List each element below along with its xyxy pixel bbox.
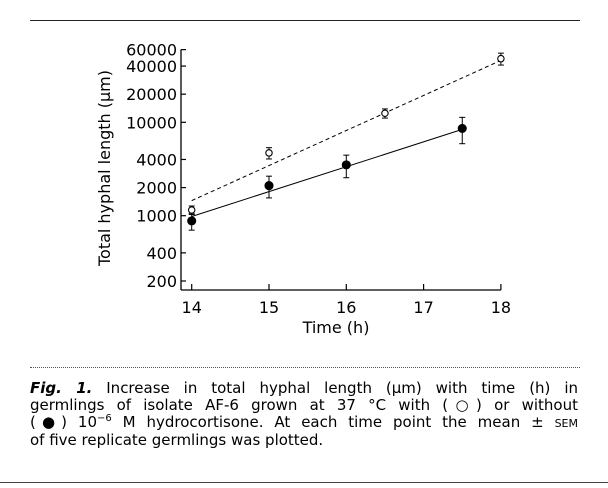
axes	[180, 49, 501, 291]
y-axis-label: Total hyphal length (µm)	[95, 70, 114, 267]
caption-text: M hydrocortisone. At each time point the…	[111, 413, 555, 431]
y-tick-label: 60000	[126, 41, 177, 60]
y-tick-label: 200	[146, 272, 177, 291]
bottom-rule	[0, 482, 608, 483]
top-rule	[30, 20, 580, 21]
filled-circle-point	[341, 160, 351, 170]
y-tick-label: 20000	[126, 85, 177, 104]
caption-text: Increase in total hyphal length (µm) wit…	[92, 379, 578, 397]
caption-text: (●) 10	[30, 413, 98, 431]
figure-caption: Fig. 1. Increase in total hyphal length …	[30, 380, 578, 449]
open-circle-point	[265, 149, 273, 157]
x-tick-label: 16	[336, 298, 356, 317]
open-circle-point	[187, 206, 196, 214]
data-points	[187, 52, 505, 231]
y-tick-label: 2000	[136, 179, 177, 198]
fit-lines	[191, 59, 502, 217]
caption-line-3: (●) 10−6 M hydrocortisone. At each time …	[30, 414, 578, 432]
x-axis-label: Time (h)	[302, 318, 370, 337]
x-tick-label: 18	[491, 298, 511, 317]
y-tick-label: 10000	[126, 113, 177, 132]
y-tick-label: 4000	[136, 150, 177, 169]
caption-line-2: germlings of isolate AF-6 grown at 37 °C…	[30, 396, 578, 414]
open-circle-point	[381, 109, 389, 117]
y-tick-label: 40000	[126, 57, 177, 76]
open-circle-point	[497, 54, 505, 63]
filled-circle-point	[187, 216, 197, 226]
caption-divider	[30, 367, 580, 368]
dashed-fit-line	[191, 59, 502, 202]
figure-label: Fig. 1.	[30, 379, 93, 397]
filled-circle-point	[457, 123, 467, 133]
filled-circle-point	[264, 181, 274, 191]
solid-fit-line	[191, 128, 463, 217]
caption-line-1: Fig. 1. Increase in total hyphal length …	[30, 380, 578, 397]
caption-sem: SEM	[554, 417, 578, 430]
x-tick-label: 15	[259, 298, 279, 317]
caption-line-4: of five replicate germlings was plotted.	[30, 431, 324, 449]
caption-superscript: −6	[97, 413, 112, 424]
x-tick-label: 17	[413, 298, 433, 317]
x-tick-label: 14	[182, 298, 202, 317]
y-tick-label: 400	[146, 244, 177, 263]
y-tick-label: 1000	[136, 207, 177, 226]
